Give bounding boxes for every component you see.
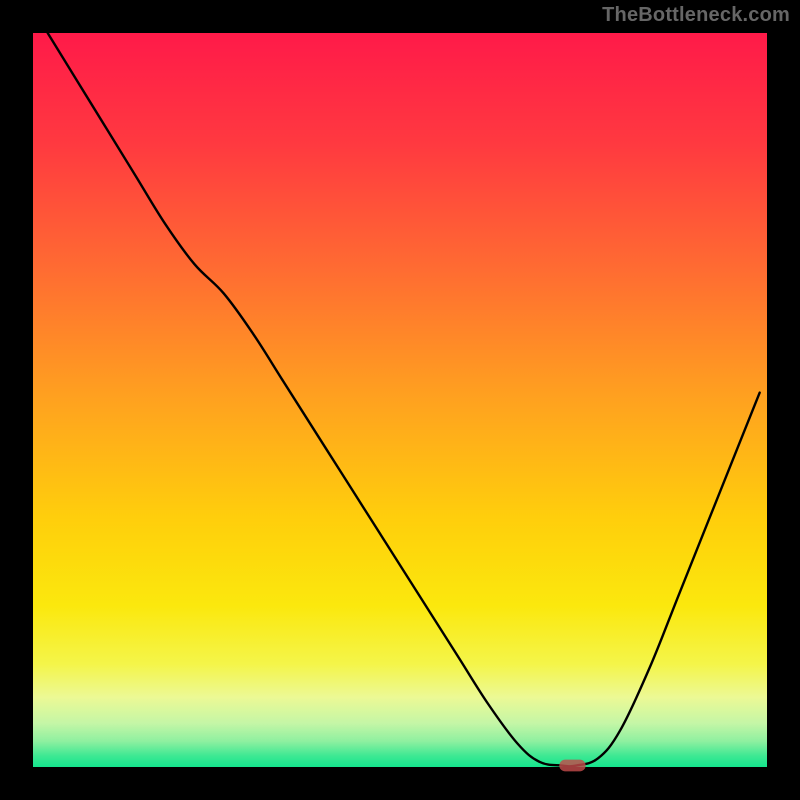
optimal-marker (559, 760, 585, 772)
chart-container: { "watermark": { "text": "TheBottleneck.… (0, 0, 800, 800)
bottleneck-chart (0, 0, 800, 800)
gradient-plot-area (33, 33, 767, 767)
watermark-label: TheBottleneck.com (602, 4, 790, 27)
